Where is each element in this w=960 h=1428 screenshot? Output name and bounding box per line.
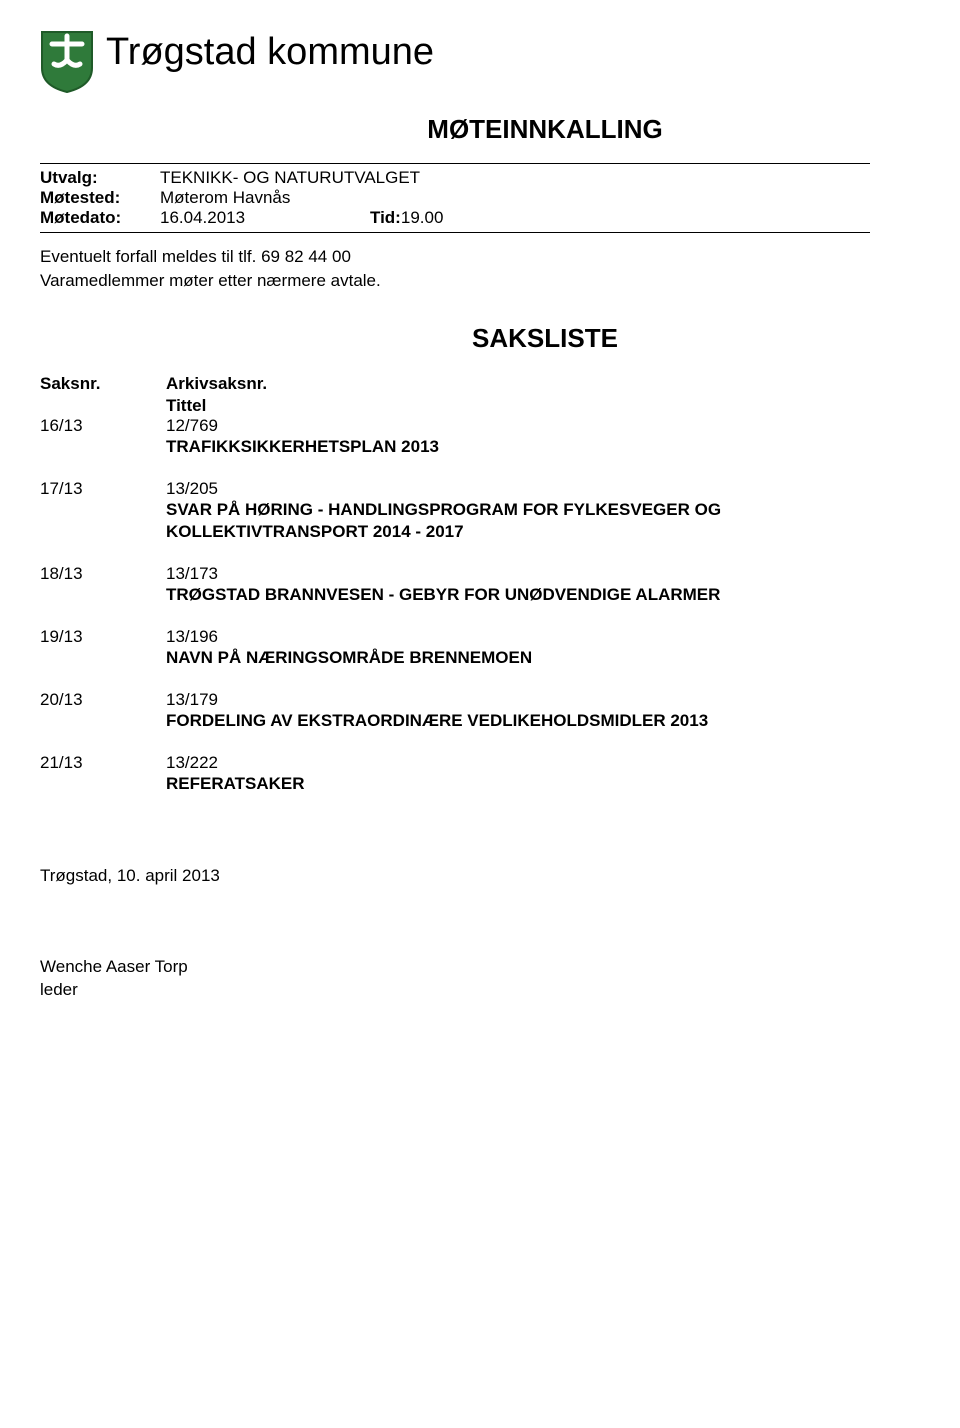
signatory-role: leder: [40, 979, 870, 1002]
col-saksnr: Saksnr.: [40, 374, 166, 394]
col-arkiv: Arkivsaksnr.: [166, 374, 267, 394]
document-title: MØTEINNKALLING: [220, 114, 870, 145]
sak-number: 21/13: [40, 753, 166, 796]
meta-row-motedato: Møtedato: 16.04.2013 Tid: 19.00: [40, 208, 870, 228]
sak-arkiv: 13/173: [166, 564, 870, 584]
motedato-value: 16.04.2013: [160, 208, 370, 228]
sak-title: SVAR PÅ HØRING - HANDLINGSPROGRAM FOR FY…: [166, 499, 870, 545]
municipality-shield-icon: [40, 30, 94, 94]
sak-item: 20/13 13/179 FORDELING AV EKSTRAORDINÆRE…: [40, 690, 870, 733]
sak-item: 16/13 12/769 TRAFIKKSIKKERHETSPLAN 2013: [40, 416, 870, 459]
sak-number: 18/13: [40, 564, 166, 607]
sak-header-row: Saksnr. Arkivsaksnr.: [40, 374, 870, 394]
motested-label: Møtested:: [40, 188, 160, 208]
col-tittel: Tittel: [166, 396, 870, 416]
sak-item: 19/13 13/196 NAVN PÅ NÆRINGSOMRÅDE BRENN…: [40, 627, 870, 670]
sak-arkiv: 13/196: [166, 627, 870, 647]
meta-row-utvalg: Utvalg: TEKNIKK- OG NATURUTVALGET: [40, 168, 870, 188]
sak-number: 16/13: [40, 416, 166, 459]
sak-content: 12/769 TRAFIKKSIKKERHETSPLAN 2013: [166, 416, 870, 459]
sak-list: Saksnr. Arkivsaksnr. Tittel 16/13 12/769…: [40, 374, 870, 797]
footer-place-date: Trøgstad, 10. april 2013: [40, 866, 870, 886]
sak-title: TRAFIKKSIKKERHETSPLAN 2013: [166, 436, 870, 459]
saksliste-title: SAKSLISTE: [220, 323, 870, 354]
sak-number: 17/13: [40, 479, 166, 545]
sak-number: 19/13: [40, 627, 166, 670]
sak-content: 13/196 NAVN PÅ NÆRINGSOMRÅDE BRENNEMOEN: [166, 627, 870, 670]
sak-number: 20/13: [40, 690, 166, 733]
meeting-meta: Utvalg: TEKNIKK- OG NATURUTVALGET Møtest…: [40, 163, 870, 233]
signatory-name: Wenche Aaser Torp: [40, 956, 870, 979]
motested-value: Møterom Havnås: [160, 188, 870, 208]
notice-line-2: Varamedlemmer møter etter nærmere avtale…: [40, 269, 870, 293]
utvalg-value: TEKNIKK- OG NATURUTVALGET: [160, 168, 870, 188]
sak-content: 13/222 REFERATSAKER: [166, 753, 870, 796]
sak-arkiv: 13/205: [166, 479, 870, 499]
notice: Eventuelt forfall meldes til tlf. 69 82 …: [40, 245, 870, 293]
sak-arkiv: 13/222: [166, 753, 870, 773]
tid-value: 19.00: [401, 208, 444, 228]
sak-title: REFERATSAKER: [166, 773, 870, 796]
sak-content: 13/179 FORDELING AV EKSTRAORDINÆRE VEDLI…: [166, 690, 870, 733]
sak-arkiv: 13/179: [166, 690, 870, 710]
sak-arkiv: 12/769: [166, 416, 870, 436]
footer-signature: Wenche Aaser Torp leder: [40, 956, 870, 1002]
sak-title: TRØGSTAD BRANNVESEN - GEBYR FOR UNØDVEND…: [166, 584, 870, 607]
sak-content: 13/205 SVAR PÅ HØRING - HANDLINGSPROGRAM…: [166, 479, 870, 545]
meta-datetime: 16.04.2013 Tid: 19.00: [160, 208, 443, 228]
sak-item: 18/13 13/173 TRØGSTAD BRANNVESEN - GEBYR…: [40, 564, 870, 607]
sak-content: 13/173 TRØGSTAD BRANNVESEN - GEBYR FOR U…: [166, 564, 870, 607]
header: Trøgstad kommune: [40, 30, 870, 94]
tid-label: Tid:: [370, 208, 401, 228]
motedato-label: Møtedato:: [40, 208, 160, 228]
sak-title: NAVN PÅ NÆRINGSOMRÅDE BRENNEMOEN: [166, 647, 870, 670]
notice-line-1: Eventuelt forfall meldes til tlf. 69 82 …: [40, 245, 870, 269]
sak-item: 17/13 13/205 SVAR PÅ HØRING - HANDLINGSP…: [40, 479, 870, 545]
utvalg-label: Utvalg:: [40, 168, 160, 188]
organization-name: Trøgstad kommune: [106, 30, 434, 74]
meta-row-motested: Møtested: Møterom Havnås: [40, 188, 870, 208]
sak-title: FORDELING AV EKSTRAORDINÆRE VEDLIKEHOLDS…: [166, 710, 870, 733]
sak-item: 21/13 13/222 REFERATSAKER: [40, 753, 870, 796]
